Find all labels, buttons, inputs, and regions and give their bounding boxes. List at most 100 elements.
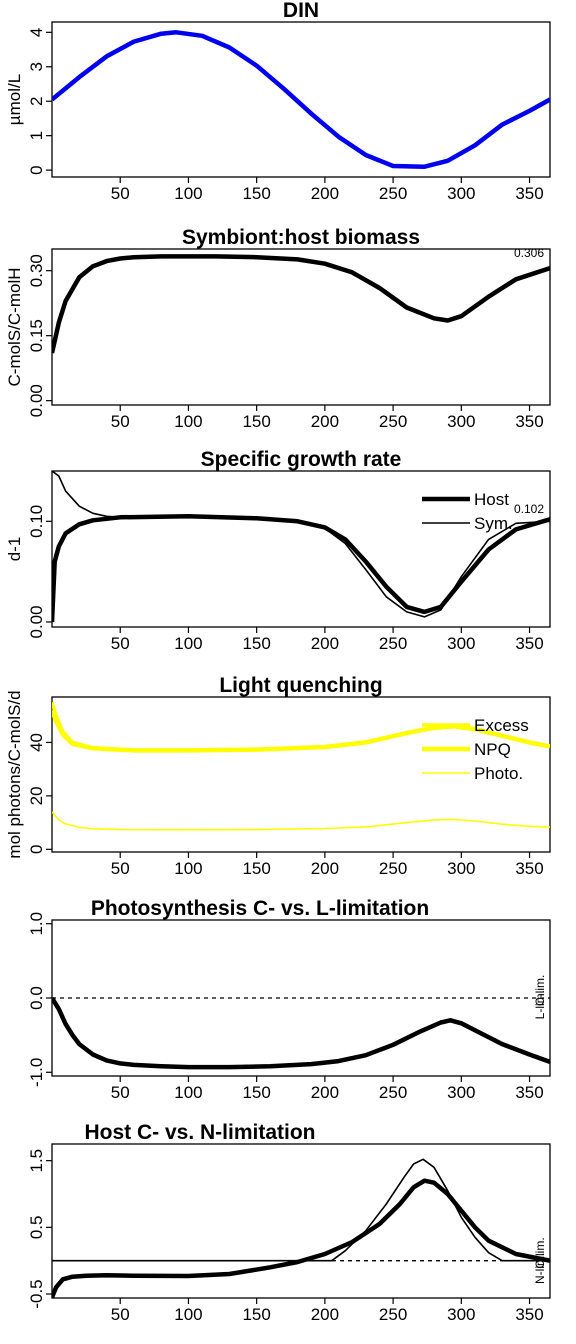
x-tick-label: 250 — [379, 412, 407, 431]
panel-quench: Light quenching mol photons/C-molS/d 50 100… — [5, 674, 551, 878]
y-axis-label: µmol/L — [5, 74, 24, 125]
y-tick-label: -0.5 — [27, 1279, 46, 1308]
x-tick-label: 150 — [242, 634, 270, 653]
x-tick-label: 200 — [311, 634, 339, 653]
value-annotation: 0.102 — [514, 502, 544, 516]
x-tick-label: 50 — [111, 1305, 130, 1324]
x-tick-label: 300 — [447, 1083, 475, 1102]
side-label-upper: L-lim. — [533, 990, 547, 1019]
x-tick-label: 100 — [174, 859, 202, 878]
x-tick-label: 100 — [174, 1083, 202, 1102]
y-tick-label: 2 — [27, 96, 46, 105]
series-line-0 — [52, 996, 550, 1070]
x-tick-label: 100 — [174, 412, 202, 431]
panel-title: Specific growth rate — [201, 448, 402, 471]
series-line-photo — [52, 811, 550, 831]
x-tick-label: 300 — [447, 859, 475, 878]
y-axis-label: d-1 — [5, 537, 24, 562]
series-line-0 — [52, 30, 550, 169]
y-tick-label: -1.0 — [27, 1058, 46, 1087]
x-tick-label: 100 — [174, 184, 202, 203]
panel-hostlim: Host C- vs. N-limitation 50 100 150 200 250 30… — [27, 1121, 551, 1324]
series-line-npq — [52, 709, 550, 753]
panel-title: Host C- vs. N-limitation — [84, 1121, 315, 1144]
x-tick-label: 200 — [311, 1083, 339, 1102]
series-line-0 — [52, 254, 550, 354]
x-tick-label: 150 — [242, 412, 270, 431]
series-line-0 — [52, 1178, 550, 1298]
y-tick-label: 0.00 — [27, 384, 46, 417]
series-line-1 — [52, 1158, 550, 1262]
side-label-upper: N-lim. — [533, 1253, 547, 1284]
y-tick-label: 0.0 — [27, 986, 46, 1010]
panel-growth: Specific growth rate d-1 50 100 150 200 250 300… — [5, 448, 551, 653]
x-tick-label: 350 — [515, 1083, 543, 1102]
y-axis-label: C-molS/C-molH — [5, 268, 24, 387]
y-tick-label: 0.5 — [27, 1216, 46, 1240]
plot-frame — [51, 696, 551, 853]
panel-title: Symbiont:host biomass — [182, 226, 420, 249]
x-tick-label: 300 — [447, 1305, 475, 1324]
x-tick-label: 50 — [111, 859, 130, 878]
x-tick-label: 200 — [311, 184, 339, 203]
panel-photolim: Photosynthesis C- vs. L-limitation 50 100 1… — [27, 897, 551, 1102]
y-tick-label: 0.15 — [27, 319, 46, 352]
value-annotation: 0.306 — [514, 246, 544, 260]
x-tick-label: 300 — [447, 634, 475, 653]
x-tick-label: 300 — [447, 412, 475, 431]
y-tick-label: 40 — [27, 733, 46, 752]
series-line-sym — [52, 471, 550, 618]
x-tick-label: 250 — [379, 634, 407, 653]
x-tick-label: 350 — [515, 859, 543, 878]
x-tick-label: 200 — [311, 1305, 339, 1324]
x-tick-label: 350 — [515, 412, 543, 431]
x-tick-label: 150 — [242, 184, 270, 203]
legend-label: Excess — [474, 716, 529, 735]
series-line-host — [52, 514, 550, 623]
panel-title: Photosynthesis C- vs. L-limitation — [91, 897, 429, 920]
side-label-lower: C-lim. — [533, 1237, 547, 1268]
x-tick-label: 250 — [379, 184, 407, 203]
x-tick-label: 200 — [311, 412, 339, 431]
x-tick-label: 350 — [515, 1305, 543, 1324]
y-tick-label: 4 — [27, 28, 46, 37]
y-tick-label: 1.5 — [27, 1149, 46, 1173]
legend-label: Host — [474, 490, 509, 509]
y-axis-label: mol photons/C-molS/d — [5, 690, 24, 858]
x-tick-label: 50 — [111, 412, 130, 431]
x-tick-label: 150 — [242, 859, 270, 878]
x-tick-label: 150 — [242, 1083, 270, 1102]
x-tick-label: 300 — [447, 184, 475, 203]
y-tick-label: 0 — [27, 165, 46, 174]
y-tick-label: 3 — [27, 62, 46, 71]
x-tick-label: 250 — [379, 1305, 407, 1324]
legend-label: Sym. — [474, 514, 513, 533]
y-tick-label: 0.00 — [27, 605, 46, 638]
x-tick-label: 250 — [379, 1083, 407, 1102]
y-tick-label: 1 — [27, 131, 46, 140]
legend-label: Photo. — [474, 764, 523, 783]
panel-din: DIN µmol/L 50 100 150 200 250 300 350 0 1 2 3 4 — [5, 0, 551, 203]
x-tick-label: 350 — [515, 184, 543, 203]
legend: Excess NPQ Photo. — [422, 716, 529, 783]
side-label-lower: C-lim. — [533, 975, 547, 1006]
panel-title: Light quenching — [219, 674, 382, 697]
x-tick-label: 50 — [111, 184, 130, 203]
x-tick-label: 100 — [174, 1305, 202, 1324]
y-tick-label: 0 — [27, 845, 46, 854]
panel-title: DIN — [283, 0, 319, 22]
x-tick-label: 50 — [111, 634, 130, 653]
plot-frame — [51, 470, 551, 628]
panel-ratio: Symbiont:host biomass C-molS/C-molH 50 100 1… — [5, 226, 551, 431]
y-tick-label: 0.10 — [27, 505, 46, 538]
y-tick-label: 20 — [27, 786, 46, 805]
y-tick-label: 1.0 — [27, 912, 46, 936]
plot-frame — [51, 1143, 551, 1299]
x-tick-label: 50 — [111, 1083, 130, 1102]
legend-label: NPQ — [474, 740, 511, 759]
x-tick-label: 100 — [174, 634, 202, 653]
plot-frame — [51, 248, 551, 406]
y-tick-label: 0.30 — [27, 254, 46, 287]
x-tick-label: 150 — [242, 1305, 270, 1324]
